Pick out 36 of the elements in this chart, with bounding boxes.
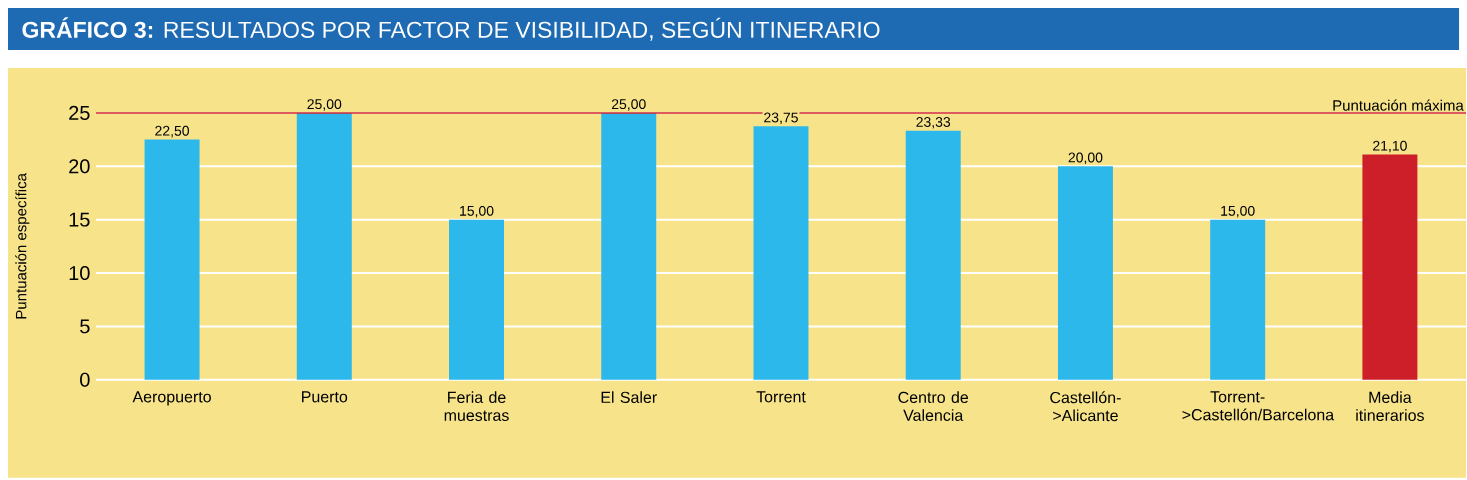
bar — [144, 139, 200, 380]
y-tick-label: 10 — [69, 266, 90, 281]
chart-title: GRÁFICO 3: RESULTADOS POR FACTOR DE VISIBILIDAD, SEGÚN ITINERARIO — [22, 17, 880, 41]
data-label: 25,00 — [307, 99, 342, 111]
bar — [905, 130, 961, 380]
x-tick-label: Feria de muestras — [444, 391, 509, 422]
y-tick-label: 0 — [80, 372, 90, 387]
data-label: 15,00 — [460, 206, 494, 218]
bar — [1362, 154, 1418, 380]
x-tick-label: Torrent->Castellón/Barcelona — [1182, 391, 1335, 421]
data-label: 15,00 — [1221, 206, 1255, 218]
data-label: 23,75 — [764, 112, 798, 125]
x-tick-label: Centro de Valencia — [898, 391, 969, 422]
x-tick-label: El Saler — [601, 391, 657, 404]
x-tick-label: Aeropuerto — [132, 391, 211, 406]
bar — [1210, 219, 1266, 380]
x-tick-label: Torrent — [756, 391, 806, 403]
bar — [1057, 166, 1113, 380]
data-label: 23,33 — [916, 117, 951, 129]
data-label: 21,10 — [1373, 140, 1407, 153]
bar — [753, 126, 809, 380]
y-tick-label: 15 — [69, 212, 90, 227]
data-label: 20,00 — [1068, 152, 1103, 165]
bar — [296, 113, 352, 380]
x-tick-label: Castellón->Alicante — [1050, 391, 1121, 422]
x-tick-label: Puerto — [302, 391, 348, 403]
y-tick-label: 5 — [80, 319, 90, 334]
y-tick-label: 25 — [69, 106, 90, 121]
data-label: 22,50 — [155, 126, 190, 138]
bar — [449, 219, 504, 380]
ref-line-label: Puntuación máxima — [1333, 99, 1464, 111]
y-tick-label: 20 — [69, 159, 90, 174]
y-axis-title: Puntuación específica — [15, 173, 30, 319]
bar — [601, 113, 657, 380]
x-tick-label: Media itinerarios — [1356, 391, 1424, 422]
data-label: 25,00 — [611, 99, 646, 111]
